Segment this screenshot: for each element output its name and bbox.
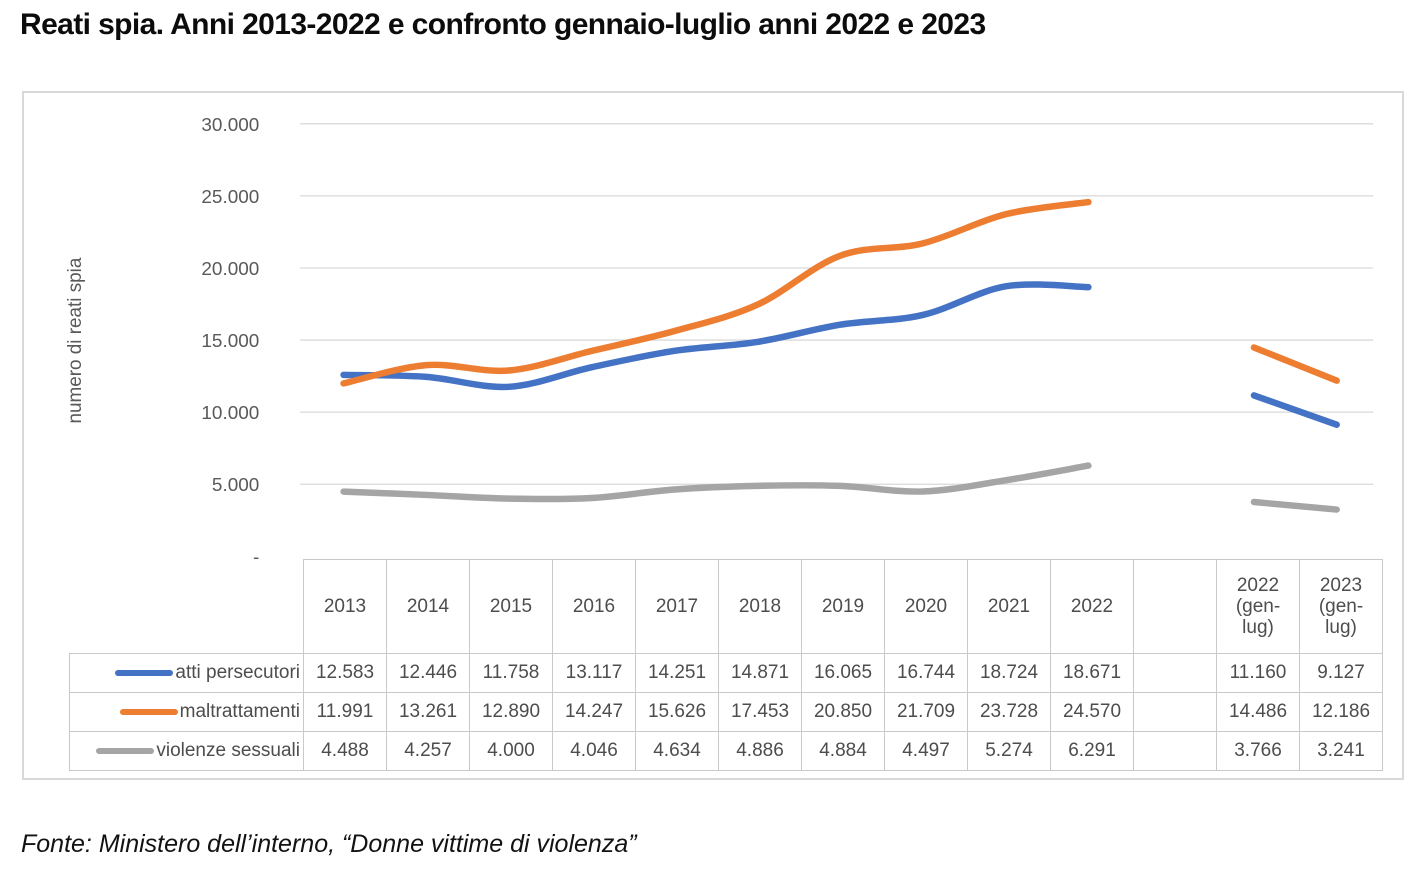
value-cell: 16.065 xyxy=(801,653,885,693)
value-cell: 12.583 xyxy=(303,653,387,693)
chart-svg: 30.000 25.000 20.000 15.000 10.000 5.000 - nume… xyxy=(65,115,1374,568)
value-cell: 18.671 xyxy=(1050,653,1134,693)
year-header-cell: 2022 xyxy=(1050,559,1134,654)
y-tick-label: 10.000 xyxy=(201,403,259,424)
value-cell: 21.709 xyxy=(884,692,968,732)
comparison-value-cell: 12.186 xyxy=(1299,692,1383,732)
value-cell: 23.728 xyxy=(967,692,1051,732)
comparison-header-cell: 2023 (gen- lug) xyxy=(1299,559,1383,654)
y-tick-label: 25.000 xyxy=(201,187,259,208)
value-cell: 14.247 xyxy=(552,692,636,732)
y-tick-label: 30.000 xyxy=(201,115,259,136)
comparison-line-violenze-sessuali xyxy=(1250,498,1340,513)
year-header-cell: 2013 xyxy=(303,559,387,654)
y-tick-label: - xyxy=(253,547,259,568)
value-cell: 5.274 xyxy=(967,731,1051,771)
value-cell: 4.488 xyxy=(303,731,387,771)
series-line-maltrattamenti xyxy=(340,198,1092,387)
table-row: violenze sessuali 4.488 4.257 4.000 4.046 4.6… xyxy=(69,731,1383,771)
y-tick-label: 5.000 xyxy=(212,475,259,496)
page-title: Reati spia. Anni 2013-2022 e confronto g… xyxy=(20,8,986,41)
value-cell: 14.871 xyxy=(718,653,802,693)
year-header-cell: 2020 xyxy=(884,559,968,654)
series-label: maltrattamenti xyxy=(179,701,300,722)
year-header-cell: 2015 xyxy=(469,559,553,654)
table-header-row: 2013 2014 2015 2016 2017 2018 2019 2020 2021 2022… xyxy=(70,559,1383,654)
legend-line-maltrattamenti-icon xyxy=(119,709,178,715)
comparison-value-cell: 11.160 xyxy=(1216,653,1300,693)
blank-header-cell xyxy=(1133,559,1217,654)
value-cell: 13.261 xyxy=(386,692,470,732)
value-cell: 12.446 xyxy=(386,653,470,693)
year-header-cell: 2017 xyxy=(635,559,719,654)
corner-cell xyxy=(70,560,304,654)
blank-cell xyxy=(1133,653,1217,693)
series-label: atti persecutori xyxy=(175,662,300,683)
value-cell: 4.046 xyxy=(552,731,636,771)
year-header-cell: 2014 xyxy=(386,559,470,654)
value-cell: 4.497 xyxy=(884,731,968,771)
year-header-cell: 2018 xyxy=(718,559,802,654)
blank-cell xyxy=(1133,692,1217,732)
comparison-value-cell: 9.127 xyxy=(1299,653,1383,693)
series-label: violenze sessuali xyxy=(156,740,300,761)
value-cell: 16.744 xyxy=(884,653,968,693)
legend-line-violenze-sessuali-icon xyxy=(96,748,155,754)
value-cell: 17.453 xyxy=(718,692,802,732)
value-cell: 4.257 xyxy=(386,731,470,771)
year-header-cell: 2021 xyxy=(967,559,1051,654)
value-cell: 13.117 xyxy=(552,653,636,693)
blank-cell xyxy=(1133,731,1217,771)
value-cell: 6.291 xyxy=(1050,731,1134,771)
legend-cell: maltrattamenti xyxy=(69,692,304,732)
y-tick-label: 15.000 xyxy=(201,331,259,352)
value-cell: 15.626 xyxy=(635,692,719,732)
data-table: 2013 2014 2015 2016 2017 2018 2019 2020 2021 2022… xyxy=(69,559,1383,771)
comparison-value-cell: 3.241 xyxy=(1299,731,1383,771)
legend-cell: violenze sessuali xyxy=(69,731,304,771)
source-note: Fonte: Ministero dell’interno, “Donne vi… xyxy=(21,830,637,858)
chart-frame: 30.000 25.000 20.000 15.000 10.000 5.000 - nume… xyxy=(22,91,1404,780)
value-cell: 20.850 xyxy=(801,692,885,732)
value-cell: 4.000 xyxy=(469,731,553,771)
value-cell: 4.634 xyxy=(635,731,719,771)
value-cell: 14.251 xyxy=(635,653,719,693)
value-cell: 4.884 xyxy=(801,731,885,771)
value-cell: 24.570 xyxy=(1050,692,1134,732)
legend-line-atti-persecutori-icon xyxy=(115,670,174,676)
y-tick-label: 20.000 xyxy=(201,259,259,280)
comparison-value-cell: 3.766 xyxy=(1216,731,1300,771)
value-cell: 4.886 xyxy=(718,731,802,771)
value-cell: 11.991 xyxy=(303,692,387,732)
comparison-header-cell: 2022 (gen- lug) xyxy=(1216,559,1300,654)
table-row: atti persecutori 12.583 12.446 11.758 13.117… xyxy=(69,653,1383,693)
series-line-violenze-sessuali xyxy=(340,462,1092,503)
comparison-line-maltrattamenti xyxy=(1250,344,1340,384)
value-cell: 18.724 xyxy=(967,653,1051,693)
legend-cell: atti persecutori xyxy=(69,653,304,693)
y-axis-title: numero di reati spia xyxy=(65,257,86,423)
comparison-line-atti-persecutori xyxy=(1250,392,1340,428)
year-header-cell: 2016 xyxy=(552,559,636,654)
series-line-atti-persecutori xyxy=(340,281,1092,391)
table-row: maltrattamenti 11.991 13.261 12.890 14.247 15… xyxy=(69,692,1383,732)
value-cell: 12.890 xyxy=(469,692,553,732)
comparison-value-cell: 14.486 xyxy=(1216,692,1300,732)
year-header-cell: 2019 xyxy=(801,559,885,654)
value-cell: 11.758 xyxy=(469,653,553,693)
